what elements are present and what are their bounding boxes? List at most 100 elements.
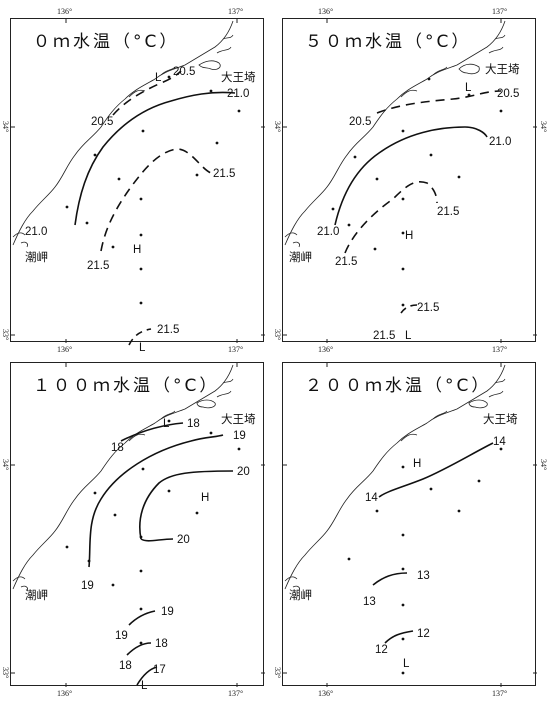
pressure-markers: L H L bbox=[405, 82, 472, 342]
isotherm-label-21.5: 21.5 bbox=[335, 256, 357, 268]
map-panel-200m: ２００ｍ水温（°C） 14 14 13 bbox=[273, 362, 548, 698]
grid-ticks bbox=[11, 363, 265, 687]
isotherm-labels: 14 14 13 13 12 12 bbox=[363, 436, 506, 656]
panel-title: ２００ｍ水温（°C） bbox=[305, 376, 492, 396]
isotherm-label-13: 13 bbox=[417, 570, 430, 582]
marker-low: L bbox=[403, 658, 410, 670]
isotherm-label-21.0: 21.0 bbox=[227, 88, 249, 100]
lon-label-136: 136° bbox=[318, 689, 334, 698]
isotherm-lines bbox=[88, 422, 234, 686]
station-dots bbox=[331, 77, 503, 307]
isotherm-label-21.0: 21.0 bbox=[25, 226, 47, 238]
marker-low: L bbox=[465, 82, 472, 94]
lon-label-137: 137° bbox=[492, 689, 508, 698]
isotherm-label-18: 18 bbox=[111, 442, 124, 454]
isotherm-label-20: 20 bbox=[237, 466, 250, 478]
marker-high: H bbox=[133, 244, 141, 256]
coastline bbox=[284, 20, 506, 248]
lon-label-137: 137° bbox=[492, 345, 508, 354]
pressure-markers: L H L bbox=[141, 418, 209, 692]
isotherm-label-21.0: 21.0 bbox=[317, 226, 339, 238]
place-label-shionomisaki: 潮岬 bbox=[289, 250, 312, 264]
coastline bbox=[12, 20, 234, 248]
map-canvas: 18 18 19 19 20 20 19 19 18 18 17 L H L 大… bbox=[11, 363, 265, 692]
coastline bbox=[12, 364, 234, 592]
lon-label-136: 136° bbox=[318, 7, 334, 16]
isotherm-labels: 20.5 20.5 21.0 21.0 21.5 21.5 21.5 21.5 bbox=[317, 88, 519, 342]
marker-low: L bbox=[155, 72, 162, 84]
place-label-shionomisaki: 潮岬 bbox=[25, 588, 48, 602]
isotherm-label-21.5: 21.5 bbox=[417, 302, 439, 314]
marker-high: H bbox=[413, 458, 421, 470]
place-label-daiozaki: 大王埼 bbox=[221, 70, 256, 84]
isotherm-label-14: 14 bbox=[493, 436, 506, 448]
isotherm-label-20.5: 20.5 bbox=[497, 88, 519, 100]
lon-label-137: 137° bbox=[228, 7, 244, 16]
isotherm-label-20: 20 bbox=[177, 534, 190, 546]
lon-label-136: 136° bbox=[318, 345, 334, 354]
place-label-daiozaki: 大王埼 bbox=[483, 412, 518, 426]
isotherm-labels: 20.5 20.5 21.0 21.0 21.5 21.5 21.5 bbox=[25, 66, 249, 336]
isotherm-label-17: 17 bbox=[153, 664, 166, 676]
isotherm-lines bbox=[372, 442, 494, 644]
lon-label-137: 137° bbox=[228, 689, 244, 698]
isotherm-labels: 18 18 19 19 20 20 19 19 18 18 17 bbox=[81, 418, 250, 676]
place-label-shionomisaki: 潮岬 bbox=[25, 250, 48, 264]
isotherm-lines bbox=[74, 70, 236, 346]
isotherm-label-19: 19 bbox=[233, 430, 246, 442]
lat-label-34: 34° bbox=[1, 121, 10, 133]
isotherm-label-18: 18 bbox=[119, 660, 132, 672]
pressure-markers: L H L bbox=[133, 72, 162, 354]
place-label-daiozaki: 大王埼 bbox=[221, 412, 256, 426]
panel-title: １００ｍ水温（°C） bbox=[33, 376, 220, 396]
marker-high: H bbox=[201, 492, 209, 504]
pressure-markers: H L bbox=[403, 458, 421, 670]
isotherm-label-14: 14 bbox=[365, 492, 378, 504]
lat-label-33: 33° bbox=[273, 329, 282, 341]
map-canvas: 14 14 13 13 12 12 H L 大王埼 潮岬 bbox=[283, 363, 537, 687]
isotherm-label-13: 13 bbox=[363, 596, 376, 608]
marker-low: L bbox=[405, 330, 412, 342]
isotherm-label-19: 19 bbox=[81, 580, 94, 592]
isotherm-label-20.5: 20.5 bbox=[91, 116, 113, 128]
lat-label-33: 33° bbox=[273, 667, 282, 679]
isotherm-label-18: 18 bbox=[187, 418, 200, 430]
coastline bbox=[284, 364, 506, 592]
marker-low: L bbox=[163, 418, 170, 430]
lon-label-136: 136° bbox=[57, 689, 73, 698]
station-dots bbox=[65, 419, 241, 645]
place-label-shionomisaki: 潮岬 bbox=[289, 588, 312, 602]
lat-label-34: 34° bbox=[273, 121, 282, 133]
isotherm-label-21.5: 21.5 bbox=[87, 260, 109, 272]
lon-label-136: 136° bbox=[57, 345, 73, 354]
marker-high: H bbox=[405, 230, 413, 242]
isotherm-label-21.5: 21.5 bbox=[373, 330, 395, 342]
map-panel-50m: ５０ｍ水温（°C） 20.5 bbox=[273, 7, 548, 354]
isotherm-label-19: 19 bbox=[161, 606, 174, 618]
isotherm-label-21.5: 21.5 bbox=[437, 206, 459, 218]
station-dots bbox=[347, 447, 503, 675]
isotherm-label-20.5: 20.5 bbox=[173, 66, 195, 78]
isotherm-label-12: 12 bbox=[417, 628, 430, 640]
panel-title: ０ｍ水温（°C） bbox=[33, 32, 180, 52]
isotherm-label-19: 19 bbox=[115, 630, 128, 642]
map-canvas: 20.5 20.5 21.0 21.0 21.5 21.5 21.5 21.5 … bbox=[283, 19, 537, 343]
panel-title: ５０ｍ水温（°C） bbox=[305, 32, 472, 52]
marker-low: L bbox=[139, 342, 146, 354]
map-panel-0m: ０ｍ水温（°C） 20.5 bbox=[1, 7, 265, 354]
marker-low: L bbox=[141, 680, 148, 692]
lon-label-137: 137° bbox=[492, 7, 508, 16]
isotherm-label-21.5: 21.5 bbox=[157, 324, 179, 336]
isotherm-label-21.5: 21.5 bbox=[213, 168, 235, 180]
map-canvas: 20.5 20.5 21.0 21.0 21.5 21.5 21.5 L H L… bbox=[11, 19, 265, 354]
lat-label-33: 33° bbox=[1, 667, 10, 679]
map-panel-100m: １００ｍ水温（°C） bbox=[1, 362, 265, 698]
grid-ticks bbox=[11, 19, 265, 343]
isotherm-label-12: 12 bbox=[375, 644, 388, 656]
station-dots bbox=[65, 75, 241, 305]
lon-label-137: 137° bbox=[228, 345, 244, 354]
place-label-daiozaki: 大王埼 bbox=[485, 62, 520, 76]
isotherm-lines bbox=[334, 90, 502, 314]
lat-label-34: 34° bbox=[539, 459, 548, 471]
grid-ticks bbox=[283, 363, 537, 687]
